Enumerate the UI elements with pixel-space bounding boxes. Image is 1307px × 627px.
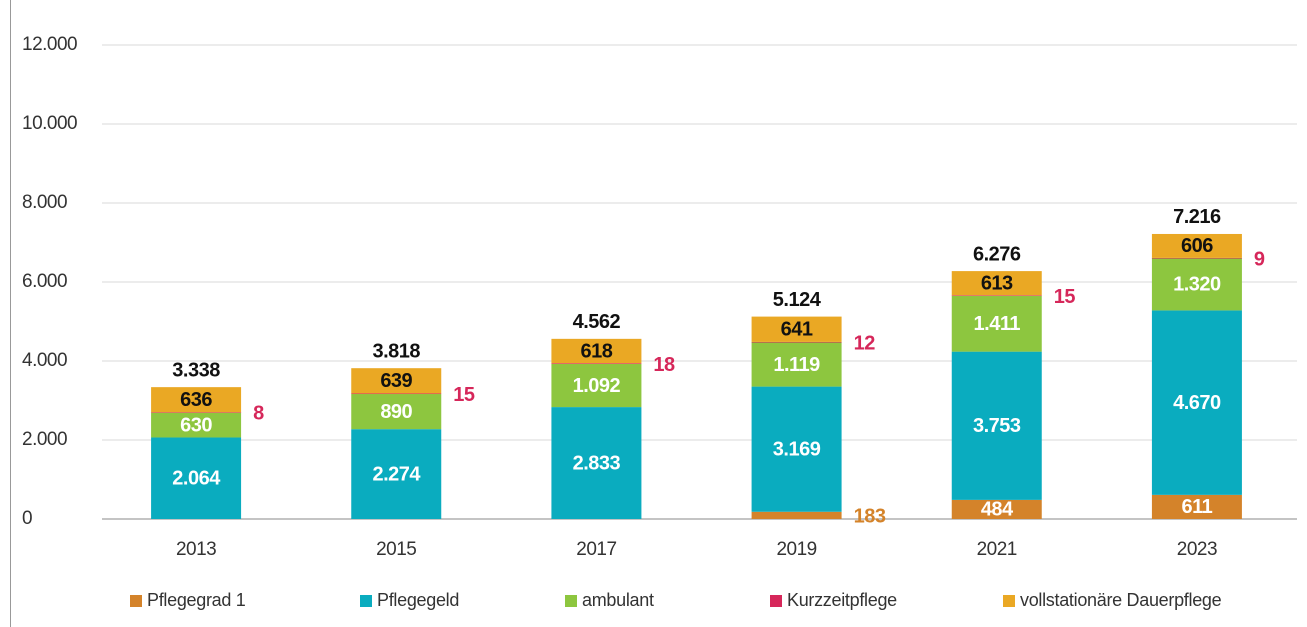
bar-segment [1151, 258, 1242, 311]
bar-segment [951, 271, 1042, 296]
legend-label: ambulant [582, 590, 654, 610]
bar-segment [551, 338, 642, 364]
bar-segment [951, 351, 1042, 500]
value-label: 484 [981, 499, 1014, 521]
value-label: 3.169 [773, 438, 821, 460]
value-label: 890 [380, 401, 412, 423]
bar-segment [551, 363, 642, 408]
value-label: 636 [180, 389, 212, 411]
value-label: 9 [1254, 248, 1265, 270]
legend-label: Pflegegrad 1 [147, 590, 246, 610]
value-label: 183 [854, 506, 886, 528]
total-label: 4.562 [573, 311, 621, 333]
y-tick-label: 8.000 [22, 192, 67, 213]
x-tick-label: 2015 [376, 539, 416, 560]
x-tick-label: 2017 [576, 539, 616, 560]
bar-segment [551, 407, 642, 519]
value-label: 2.274 [372, 463, 421, 485]
legend-swatch [770, 595, 782, 607]
value-label: 1.119 [773, 354, 820, 376]
bar-segment [551, 363, 642, 364]
value-label: 1.092 [573, 375, 621, 397]
x-tick-label: 2021 [977, 539, 1017, 560]
legend-swatch [565, 595, 577, 607]
bar-segment [751, 316, 842, 342]
value-label: 641 [781, 319, 813, 341]
y-tick-label: 0 [22, 508, 32, 529]
x-tick-label: 2013 [176, 539, 216, 560]
total-label: 6.276 [973, 243, 1021, 265]
bar-segment [1151, 310, 1242, 495]
x-tick-label: 2019 [776, 539, 816, 560]
total-label: 5.124 [773, 289, 822, 311]
bar-segment [351, 393, 442, 395]
y-tick-label: 4.000 [22, 350, 67, 371]
total-label: 3.818 [372, 340, 420, 362]
legend-label: Pflegegeld [377, 590, 459, 610]
bar-segment [151, 437, 242, 519]
value-label: 618 [580, 340, 612, 362]
legend-label: Kurzzeitpflege [787, 590, 897, 610]
value-label: 4.670 [1173, 392, 1221, 414]
value-label: 1.411 [974, 313, 1021, 335]
bar-segment [1151, 257, 1242, 259]
y-tick-label: 6.000 [22, 271, 67, 292]
bar-segment [751, 386, 842, 512]
bar-segment [751, 342, 842, 387]
value-label: 2.064 [172, 468, 221, 490]
bar-segment [351, 368, 442, 394]
value-label: 8 [253, 403, 264, 425]
bar-segment [951, 295, 1042, 296]
value-label: 613 [981, 272, 1013, 294]
bar-segment [1151, 233, 1242, 258]
value-label: 12 [854, 332, 876, 354]
bar-segment [1151, 494, 1242, 519]
bar-segment [151, 412, 242, 438]
bar-segment [751, 341, 842, 343]
y-tick-label: 10.000 [22, 113, 77, 134]
y-tick-label: 12.000 [22, 34, 77, 55]
total-label: 3.338 [172, 359, 220, 381]
total-label: 7.216 [1173, 206, 1221, 228]
value-label: 1.320 [1173, 274, 1221, 296]
legend-swatch [1003, 595, 1015, 607]
value-label: 3.753 [973, 415, 1021, 437]
value-label: 639 [380, 370, 412, 392]
value-label: 15 [453, 384, 475, 406]
value-label: 2.833 [573, 452, 621, 474]
value-label: 606 [1181, 235, 1213, 257]
y-tick-label: 2.000 [22, 429, 67, 450]
value-label: 15 [1054, 286, 1076, 308]
bar-segment [751, 511, 842, 519]
x-tick-label: 2023 [1177, 539, 1217, 560]
value-label: 630 [180, 414, 212, 436]
legend-label: vollstationäre Dauerpflege [1020, 590, 1222, 610]
value-label: 18 [653, 354, 675, 376]
bar-segment [151, 412, 242, 413]
legend-swatch [130, 595, 142, 607]
bar-segment [351, 429, 442, 519]
bar-segment [951, 499, 1042, 519]
bar-segment [351, 394, 442, 430]
bar-segment [151, 387, 242, 413]
bar-segment [951, 295, 1042, 352]
value-label: 611 [1182, 496, 1213, 518]
legend-swatch [360, 595, 372, 607]
